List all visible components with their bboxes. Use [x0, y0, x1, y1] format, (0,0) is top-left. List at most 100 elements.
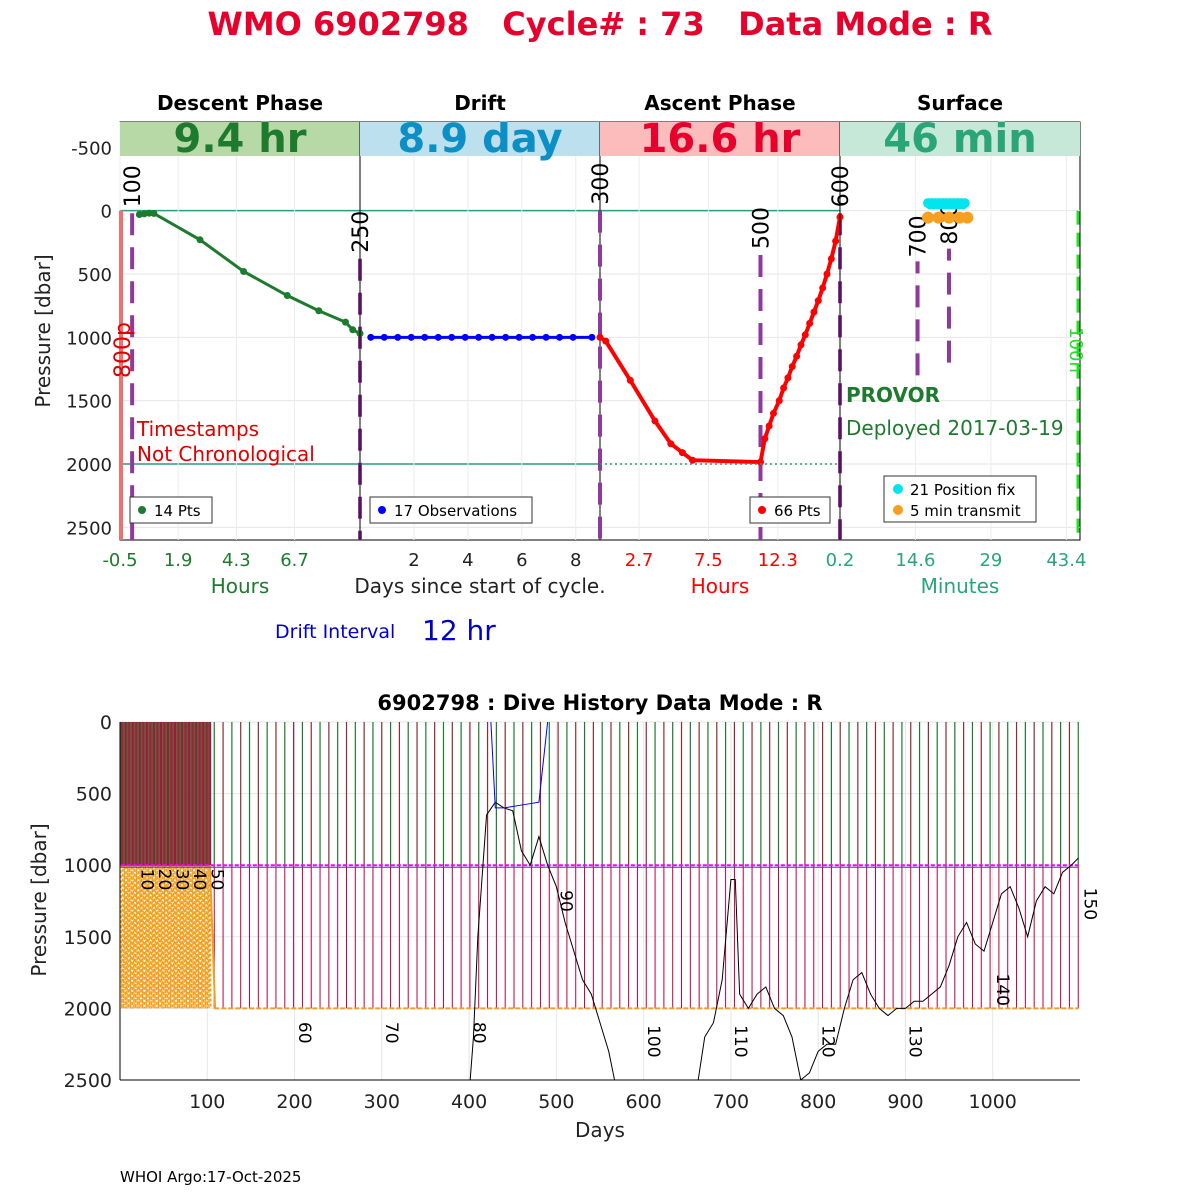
cycle-number-label: 70 [381, 1022, 401, 1044]
phase-data-point [240, 267, 248, 275]
phase-x-axis-label: Minutes [921, 574, 1000, 598]
cycle-x-tick-label: 2.7 [625, 550, 654, 571]
phase-data-point [823, 270, 831, 278]
surface-legend-box [883, 475, 1037, 523]
cycle-x-tick-label: 6 [516, 550, 527, 571]
cycle-number-label: 100 [643, 1025, 663, 1057]
history-x-tick-label: 100 [189, 1091, 225, 1113]
surface-green-line-label: 100n [1065, 327, 1086, 373]
cycle-x-tick-label: 1.9 [164, 550, 193, 571]
history-y-tick-label: 1000 [64, 855, 112, 877]
footer-credit: WHOI Argo:17-Oct-2025 [120, 1168, 301, 1186]
phase-data-point [596, 333, 604, 341]
history-y-tick-label: 2000 [64, 998, 112, 1020]
cycle-number-label: 80 [468, 1022, 488, 1044]
phase-duration-band [840, 122, 1080, 156]
cycle-y-axis-label: Pressure [dbar] [31, 254, 55, 407]
float-type-label: PROVOR [846, 383, 940, 407]
phase-data-point [788, 362, 796, 370]
phase-x-axis-label: Hours [691, 574, 750, 598]
dive-history-chart: 100 200 300 400 500 600 700 800 900 1000 0 500 1000 1… [27, 691, 1099, 1142]
cycle-number-label: 90 [556, 890, 576, 912]
cycle-y-tick-label: 0 [101, 202, 112, 223]
history-x-tick-label: 400 [451, 1091, 487, 1113]
cycle-number-label: 60 [294, 1022, 314, 1044]
phase-data-point [380, 333, 388, 341]
cycle-number-label: 140 [992, 974, 1012, 1006]
phase-legend-label: 17 Observations [394, 502, 517, 520]
left-marker-label: 800p [111, 322, 136, 378]
phase-data-point [765, 422, 773, 430]
cycle-marker-label: 300 [589, 163, 614, 205]
phase-data-point [529, 333, 537, 341]
transmit-point [932, 211, 945, 224]
phase-data-point [407, 333, 415, 341]
phase-duration-1: 8.9 day [397, 116, 562, 162]
cycle-x-tick-label: 8 [570, 550, 581, 571]
phase-data-point [775, 397, 783, 405]
drift-interval-value: 12 hr [422, 614, 496, 647]
phase-data-point [515, 333, 523, 341]
history-x-tick-label: 1000 [969, 1091, 1017, 1113]
cycle-marker-label: 500 [749, 207, 774, 249]
cycle-number-label: 10 [137, 869, 157, 891]
phase-data-point [602, 337, 610, 345]
irregular-drift-line [490, 722, 549, 809]
legend-transmit-label: 5 min transmit [910, 502, 1021, 520]
cycle-x-tick-label: 4 [462, 550, 473, 571]
phase-data-point [761, 435, 769, 443]
phase-header-2: Ascent Phase [644, 91, 795, 115]
phase-data-point [626, 376, 634, 384]
cycle-x-tick-label: 7.5 [694, 550, 723, 571]
history-y-tick-label: 0 [100, 712, 112, 734]
phase-data-point [556, 333, 564, 341]
history-x-tick-label: 500 [538, 1091, 574, 1113]
phase-data-point [832, 237, 840, 245]
phase-duration-3: 46 min [883, 116, 1036, 162]
phase-data-point [349, 326, 357, 334]
cycle-marker-label: 800 [938, 203, 963, 245]
phase-data-point [367, 333, 375, 341]
timestamps-warning-line1: Timestamps [136, 417, 259, 441]
cycle-number-label: 20 [154, 869, 174, 891]
phase-duration-band [120, 122, 360, 156]
history-plot-bg [120, 722, 1080, 1080]
history-plot-area [120, 722, 1079, 1080]
early-profile-zigzag [120, 865, 212, 1009]
cycle-y-tick-label: 2000 [66, 455, 112, 476]
transmit-point [961, 211, 974, 224]
cycle-number-label: 120 [817, 1025, 837, 1057]
phase-data-point [461, 333, 469, 341]
cycle-x-tick-label: 14.6 [895, 550, 935, 571]
phase-data-point [678, 449, 686, 457]
phase-data-point [780, 384, 788, 392]
position-fix-point [958, 199, 969, 210]
phase-data-point [801, 331, 809, 339]
phase-data-point [806, 319, 814, 327]
cycle-x-tick-label: 0.2 [826, 550, 855, 571]
cycle-number-label: 110 [730, 1025, 750, 1057]
cycle-marker-label: 600 [829, 165, 854, 207]
phase-duration-band [600, 122, 840, 156]
legend-position-fix-swatch [893, 484, 903, 494]
phase-duration-band [360, 122, 600, 156]
phase-data-point [421, 333, 429, 341]
phase-data-point [394, 333, 402, 341]
cycle-y-tick-label: 1000 [66, 328, 112, 349]
history-x-tick-label: 800 [800, 1091, 836, 1113]
bathymetry-line [469, 801, 1079, 1080]
history-x-tick-label: 200 [276, 1091, 312, 1113]
phase-data-point [819, 284, 827, 292]
cycle-x-tick-label: 2 [408, 550, 419, 571]
phase-data-point [315, 307, 323, 315]
phase-legend-label: 14 Pts [154, 502, 201, 520]
cycle-y-tick-label: 2500 [66, 518, 112, 539]
phase-data-point [150, 209, 158, 217]
cycle-x-tick-label: 6.7 [280, 550, 309, 571]
phase-duration-0: 9.4 hr [174, 116, 307, 162]
legend-transmit-swatch [893, 505, 903, 515]
phase-data-point [667, 440, 675, 448]
